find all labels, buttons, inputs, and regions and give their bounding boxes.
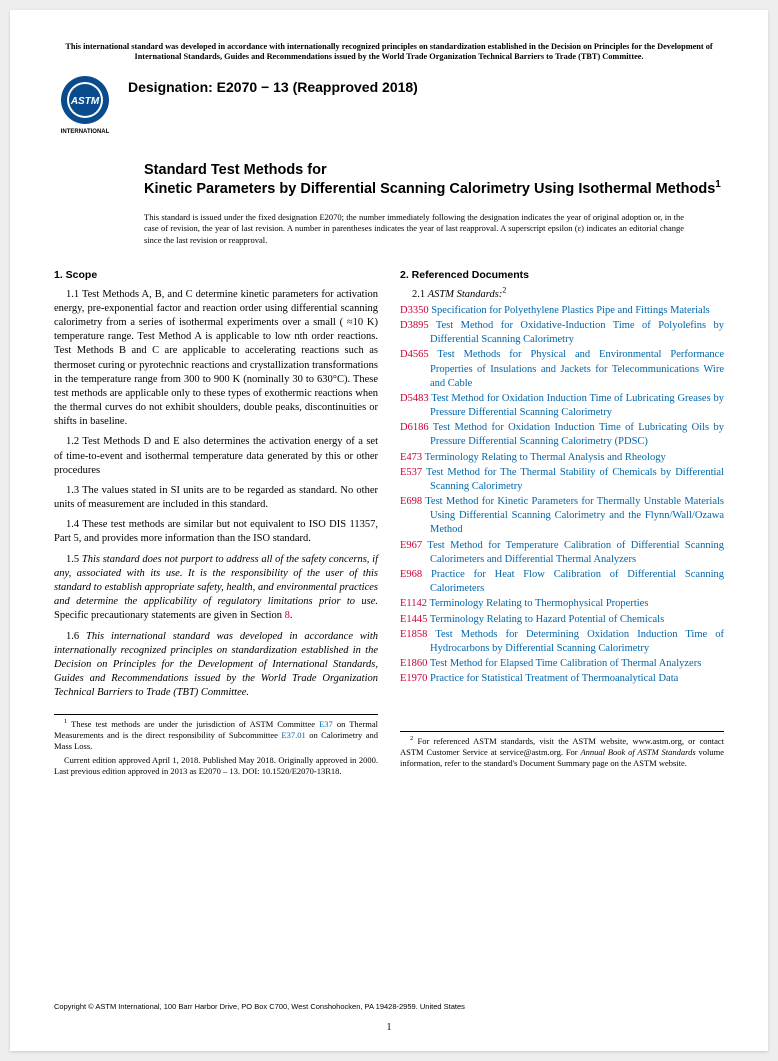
right-column: 2. Referenced Documents 2.1 ASTM Standar… [400, 268, 724, 779]
footnote-1-line1: 1 These test methods are under the juris… [54, 719, 378, 752]
ref-code-link[interactable]: D6186 [400, 422, 429, 433]
left-column: 1. Scope 1.1 Test Methods A, B, and C de… [54, 268, 378, 779]
ref-code-link[interactable]: E1858 [400, 629, 427, 640]
ref-item: E1970 Practice for Statistical Treatment… [400, 672, 724, 686]
ref-code-link[interactable]: D5483 [400, 393, 429, 404]
ref-desc-link[interactable]: Test Methods for Physical and Environmen… [429, 349, 724, 388]
issued-note: This standard is issued under the fixed … [144, 212, 684, 245]
scope-1-5-num: 1.5 [66, 554, 82, 565]
ref-item: E968 Practice for Heat Flow Calibration … [400, 568, 724, 596]
page: This international standard was develope… [10, 10, 768, 1051]
refdocs-heading: 2. Referenced Documents [400, 268, 724, 282]
ref-sub-sup: 2 [502, 285, 506, 294]
scope-1-5-period: . [290, 610, 293, 621]
designation-text: Designation: E2070 − 13 (Reapproved 2018… [128, 79, 418, 95]
title-block: Standard Test Methods for Kinetic Parame… [144, 161, 724, 199]
columns: 1. Scope 1.1 Test Methods A, B, and C de… [54, 268, 724, 779]
fn2-b: Annual Book of ASTM Standards [580, 747, 695, 757]
ref-desc-link[interactable]: Test Method for Oxidation Induction Time… [429, 422, 724, 447]
title-main: Kinetic Parameters by Differential Scann… [144, 180, 724, 199]
ref-desc-link[interactable]: Test Method for Oxidation Induction Time… [429, 393, 724, 418]
ref-code-link[interactable]: D4565 [400, 349, 429, 360]
scope-heading: 1. Scope [54, 268, 378, 282]
ref-item: E473 Terminology Relating to Thermal Ana… [400, 451, 724, 465]
scope-1-3: 1.3 The values stated in SI units are to… [54, 484, 378, 512]
ref-desc-link[interactable]: Practice for Statistical Treatment of Th… [427, 673, 678, 684]
ref-code-link[interactable]: D3895 [400, 320, 429, 331]
ref-code-link[interactable]: E1142 [400, 598, 427, 609]
ref-item: E1860 Test Method for Elapsed Time Calib… [400, 657, 724, 671]
ref-code-link[interactable]: E968 [400, 569, 422, 580]
ref-desc-link[interactable]: Test Method for The Thermal Stability of… [422, 467, 724, 492]
ref-desc-link[interactable]: Test Method for Oxidative-Induction Time… [429, 320, 724, 345]
ref-code-link[interactable]: E1970 [400, 673, 427, 684]
ref-desc-link[interactable]: Test Method for Temperature Calibration … [422, 540, 724, 565]
page-number: 1 [10, 1022, 768, 1033]
ref-item: E537 Test Method for The Thermal Stabili… [400, 466, 724, 494]
ref-code-link[interactable]: E537 [400, 467, 422, 478]
ref-item: E1445 Terminology Relating to Hazard Pot… [400, 613, 724, 627]
header-row: ASTM INTERNATIONAL Designation: E2070 − … [54, 73, 724, 135]
scope-1-5-italic: This standard does not purport to addres… [54, 554, 378, 608]
footnotes-left: 1 These test methods are under the juris… [54, 714, 378, 776]
title-main-text: Kinetic Parameters by Differential Scann… [144, 181, 715, 197]
ref-desc-link[interactable]: Terminology Relating to Thermophysical P… [427, 598, 648, 609]
top-disclaimer: This international standard was develope… [54, 42, 724, 63]
ref-desc-link[interactable]: Practice for Heat Flow Calibration of Di… [422, 569, 724, 594]
ref-desc-link[interactable]: Terminology Relating to Hazard Potential… [427, 614, 664, 625]
ref-desc-link[interactable]: Test Method for Kinetic Parameters for T… [422, 496, 724, 535]
title-prefix: Standard Test Methods for [144, 161, 724, 180]
scope-1-6: 1.6 This international standard was deve… [54, 630, 378, 701]
ref-item: D3350 Specification for Polyethylene Pla… [400, 304, 724, 318]
ref-item: D3895 Test Method for Oxidative-Inductio… [400, 319, 724, 347]
ref-code-link[interactable]: E1445 [400, 614, 427, 625]
scope-1-5: 1.5 This standard does not purport to ad… [54, 553, 378, 624]
ref-item: D5483 Test Method for Oxidation Inductio… [400, 392, 724, 420]
scope-1-1: 1.1 Test Methods A, B, and C determine k… [54, 288, 378, 430]
ref-item: D6186 Test Method for Oxidation Inductio… [400, 421, 724, 449]
footnote-1-line2: Current edition approved April 1, 2018. … [54, 755, 378, 777]
ref-code-link[interactable]: D3350 [400, 305, 429, 316]
ref-code-link[interactable]: E1860 [400, 658, 427, 669]
ref-desc-link[interactable]: Terminology Relating to Thermal Analysis… [422, 452, 666, 463]
ref-code-link[interactable]: E698 [400, 496, 422, 507]
scope-1-2: 1.2 Test Methods D and E also determines… [54, 435, 378, 478]
refdocs-subhead: 2.1 ASTM Standards:2 [400, 288, 724, 302]
title-sup: 1 [715, 179, 721, 190]
copyright-text: Copyright © ASTM International, 100 Barr… [54, 1002, 724, 1011]
svg-text:INTERNATIONAL: INTERNATIONAL [61, 129, 110, 135]
ref-item: E1858 Test Methods for Determining Oxida… [400, 628, 724, 656]
ref-desc-link[interactable]: Specification for Polyethylene Plastics … [429, 305, 710, 316]
scope-1-4: 1.4 These test methods are similar but n… [54, 518, 378, 546]
ref-desc-link[interactable]: Test Method for Elapsed Time Calibration… [427, 658, 701, 669]
footnote-2: 2 For referenced ASTM standards, visit t… [400, 736, 724, 769]
astm-logo: ASTM INTERNATIONAL [54, 73, 116, 135]
ref-item: D4565 Test Methods for Physical and Envi… [400, 348, 724, 391]
fn1-committee-link[interactable]: E37 [319, 719, 333, 729]
ref-code-link[interactable]: E473 [400, 452, 422, 463]
scope-1-5-tail: Specific precautionary statements are gi… [54, 610, 285, 621]
scope-1-6-num: 1.6 [66, 631, 86, 642]
ref-list: D3350 Specification for Polyethylene Pla… [400, 304, 724, 686]
fn1-a: These test methods are under the jurisdi… [67, 719, 319, 729]
ref-item: E1142 Terminology Relating to Thermophys… [400, 597, 724, 611]
ref-desc-link[interactable]: Test Methods for Determining Oxidation I… [427, 629, 724, 654]
ref-code-link[interactable]: E967 [400, 540, 422, 551]
ref-item: E698 Test Method for Kinetic Parameters … [400, 495, 724, 538]
svg-text:ASTM: ASTM [70, 96, 100, 107]
scope-1-6-italic: This international standard was develope… [54, 631, 378, 699]
footnotes-right: 2 For referenced ASTM standards, visit t… [400, 731, 724, 769]
fn1-subcommittee-link[interactable]: E37.01 [281, 730, 305, 740]
ref-sub-num: 2.1 [412, 289, 428, 300]
ref-item: E967 Test Method for Temperature Calibra… [400, 539, 724, 567]
ref-sub-italic: ASTM Standards: [428, 289, 503, 300]
